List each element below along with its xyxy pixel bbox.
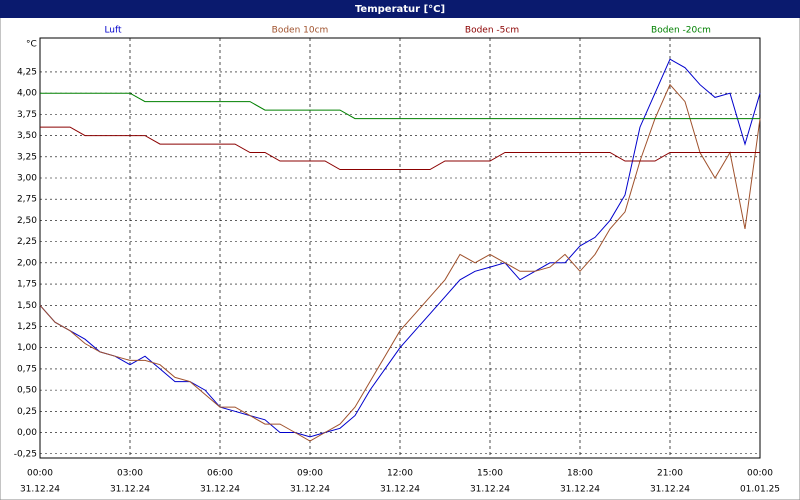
x-tick-label: 12:00 bbox=[387, 469, 413, 479]
x-tick-date: 01.01.25 bbox=[740, 485, 780, 495]
y-tick-label: 0,25 bbox=[17, 407, 37, 417]
y-tick-label: 0,50 bbox=[17, 386, 37, 396]
y-tick-label: 0,00 bbox=[17, 428, 37, 438]
x-tick-date: 31.12.24 bbox=[380, 485, 420, 495]
y-tick-label: 0,75 bbox=[17, 364, 37, 374]
y-tick-label: 3,50 bbox=[17, 131, 37, 141]
y-tick-label: 3,00 bbox=[17, 174, 37, 184]
title-bar bbox=[0, 0, 800, 18]
x-tick-date: 31.12.24 bbox=[650, 485, 690, 495]
x-tick-label: 00:00 bbox=[27, 469, 53, 479]
x-tick-date: 31.12.24 bbox=[470, 485, 510, 495]
series-line bbox=[40, 92, 760, 120]
y-tick-label: 4,00 bbox=[17, 89, 37, 99]
y-unit: °C bbox=[26, 40, 37, 50]
x-tick-date: 31.12.24 bbox=[20, 485, 60, 495]
x-tick-label: 15:00 bbox=[477, 469, 503, 479]
y-tick-label: 4,25 bbox=[17, 67, 37, 77]
x-tick-date: 31.12.24 bbox=[290, 485, 330, 495]
legend-entry: Boden -20cm bbox=[651, 26, 711, 36]
x-tick-label: 00:00 bbox=[747, 469, 773, 479]
chart-title: Temperatur [°C] bbox=[355, 4, 445, 15]
y-tick-label: 3,75 bbox=[17, 110, 37, 120]
legend-entry: Boden -5cm bbox=[465, 26, 519, 36]
legend-entry: Luft bbox=[104, 26, 122, 36]
series-line bbox=[40, 126, 760, 170]
x-tick-date: 31.12.24 bbox=[200, 485, 240, 495]
y-tick-label: 1,50 bbox=[17, 301, 37, 311]
legend-entry: Boden 10cm bbox=[272, 26, 329, 36]
y-tick-label: 1,75 bbox=[17, 280, 37, 290]
x-tick-date: 31.12.24 bbox=[110, 485, 150, 495]
y-tick-label: 1,00 bbox=[17, 343, 37, 353]
y-tick-label: 2,50 bbox=[17, 216, 37, 226]
y-tick-label: -0,25 bbox=[14, 449, 37, 459]
series-line bbox=[39, 58, 761, 438]
x-tick-label: 03:00 bbox=[117, 469, 143, 479]
x-tick-label: 18:00 bbox=[567, 469, 593, 479]
y-tick-label: 2,25 bbox=[17, 237, 37, 247]
x-tick-label: 09:00 bbox=[297, 469, 323, 479]
x-tick-label: 06:00 bbox=[207, 469, 233, 479]
y-tick-label: 2,00 bbox=[17, 258, 37, 268]
x-tick-date: 31.12.24 bbox=[560, 485, 600, 495]
y-tick-label: 3,25 bbox=[17, 152, 37, 162]
y-tick-label: 1,25 bbox=[17, 322, 37, 332]
x-tick-label: 21:00 bbox=[657, 469, 683, 479]
y-tick-label: 2,75 bbox=[17, 195, 37, 205]
